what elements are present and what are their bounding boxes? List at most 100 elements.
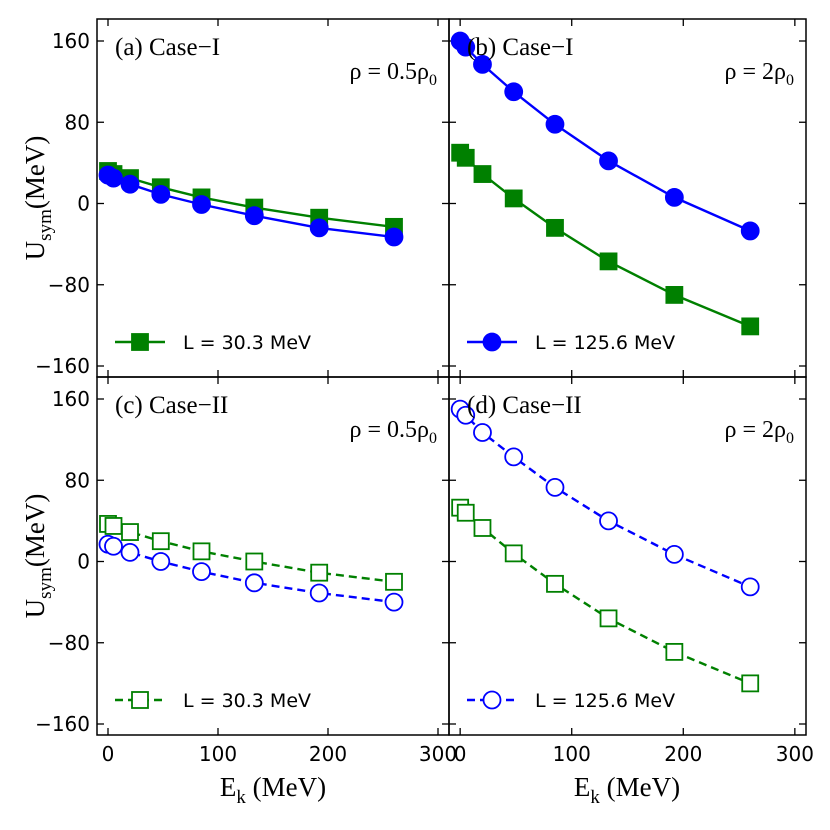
series-line xyxy=(459,40,751,232)
density-label: ρ = 0.5ρ0 xyxy=(350,59,438,89)
marker-square xyxy=(473,519,492,537)
marker-square xyxy=(546,574,564,593)
panel-label: (c) Case−II xyxy=(115,392,228,419)
marker-square xyxy=(131,691,149,709)
marker-circle xyxy=(192,562,211,582)
y-tick-label: 80 xyxy=(65,110,90,134)
panel-c: 160 80 0 −80 −160 0 100 200 300 (c) Case−II ρ = 0.… xyxy=(35,376,457,766)
series-blue xyxy=(98,534,404,612)
marker-circle xyxy=(120,542,140,562)
panel-a: 160 80 0 −80 −160 (a) Case−I ρ = 0.5ρ0 L = 30.3… xyxy=(35,18,450,378)
legend-label: L = 125.6 MeV xyxy=(535,690,675,712)
marker-circle xyxy=(740,577,760,597)
density-label: ρ = 2ρ0 xyxy=(725,417,795,447)
marker-circle xyxy=(384,592,404,612)
x-tick-label: 100 xyxy=(199,742,237,766)
legend-label: L = 125.6 MeV xyxy=(535,332,675,354)
marker-square xyxy=(741,674,760,693)
marker-square xyxy=(151,532,170,551)
marker-circle xyxy=(104,168,123,188)
series-blue xyxy=(450,399,760,597)
legend: L = 30.3 MeV xyxy=(115,332,311,354)
marker-circle xyxy=(456,405,476,425)
density-label: ρ = 2ρ0 xyxy=(725,59,795,89)
legend-label: L = 30.3 MeV xyxy=(183,332,311,354)
panel-label: (b) Case−I xyxy=(467,34,573,61)
panel-d: 0 100 200 300 (d) Case−II ρ = 2ρ0 L = 125.6 Me… xyxy=(448,376,814,766)
marker-circle xyxy=(599,151,618,171)
y-tick-label: 160 xyxy=(52,29,90,53)
marker-square xyxy=(665,286,684,304)
x-axis-label-left: Ek (MeV) xyxy=(220,772,326,808)
marker-circle xyxy=(473,423,492,442)
x-axis-label-right: Ek (MeV) xyxy=(574,772,680,808)
marker-circle xyxy=(120,174,140,194)
legend: L = 30.3 MeV xyxy=(115,690,311,712)
x-tick-label: 300 xyxy=(776,742,814,766)
marker-square xyxy=(473,165,492,183)
marker-square xyxy=(599,609,618,628)
marker-circle xyxy=(482,690,502,710)
x-tick-label: 0 xyxy=(454,742,467,766)
y-tick-label: 0 xyxy=(77,192,90,216)
y-tick-label: 160 xyxy=(52,387,90,411)
series-blue xyxy=(98,165,404,247)
legend: L = 125.6 MeV xyxy=(467,332,675,354)
series-blue xyxy=(450,31,760,241)
x-tick-label: 200 xyxy=(664,742,702,766)
marker-circle xyxy=(504,447,524,467)
y-tick-label: −160 xyxy=(35,712,90,736)
series-green xyxy=(99,515,403,591)
marker-square xyxy=(385,572,403,591)
marker-square xyxy=(121,523,139,541)
marker-circle xyxy=(244,573,264,593)
marker-square xyxy=(665,642,684,661)
marker-square xyxy=(245,552,264,571)
x-tick-label: 0 xyxy=(102,742,115,766)
marker-square xyxy=(131,333,149,351)
series-green xyxy=(451,498,760,693)
y-tick-label: 80 xyxy=(65,468,90,492)
y-tick-label: 0 xyxy=(77,550,90,574)
marker-circle xyxy=(545,477,565,497)
marker-circle xyxy=(104,536,123,556)
marker-circle xyxy=(192,195,211,214)
marker-circle xyxy=(244,206,264,226)
marker-circle xyxy=(740,221,760,241)
marker-square xyxy=(456,503,475,522)
marker-square xyxy=(104,517,123,535)
marker-circle xyxy=(473,54,492,74)
legend-label: L = 30.3 MeV xyxy=(183,690,311,712)
marker-square xyxy=(599,252,618,271)
y-tick-label: −160 xyxy=(35,354,90,378)
marker-circle xyxy=(664,188,684,207)
panel-label: (d) Case−II xyxy=(467,392,582,419)
series-line xyxy=(459,506,751,685)
marker-circle xyxy=(309,218,329,238)
panel-b: (b) Case−I ρ = 2ρ0 L = 125.6 MeV xyxy=(448,18,807,378)
marker-circle xyxy=(384,227,404,247)
y-axis-label-bottom: Usym(MeV) xyxy=(20,494,56,619)
marker-square xyxy=(504,189,523,208)
x-tick-label: 300 xyxy=(419,742,457,766)
legend: L = 125.6 MeV xyxy=(467,690,675,712)
marker-square xyxy=(192,542,211,561)
y-tick-label: −80 xyxy=(48,631,90,655)
series-line xyxy=(459,151,751,328)
marker-circle xyxy=(482,332,502,352)
marker-circle xyxy=(599,511,618,531)
y-axis-label-top: Usym(MeV) xyxy=(20,136,56,261)
marker-circle xyxy=(504,82,524,102)
marker-square xyxy=(741,317,760,336)
marker-square xyxy=(546,218,564,237)
y-tick-label: −80 xyxy=(48,273,90,297)
series-green xyxy=(451,143,760,336)
x-tick-label: 100 xyxy=(553,742,591,766)
marker-circle xyxy=(456,37,476,57)
density-label: ρ = 0.5ρ0 xyxy=(350,417,438,447)
marker-circle xyxy=(151,552,171,571)
panel-frame xyxy=(448,376,807,736)
panel-label: (a) Case−I xyxy=(115,34,220,61)
x-tick-label: 200 xyxy=(309,742,347,766)
